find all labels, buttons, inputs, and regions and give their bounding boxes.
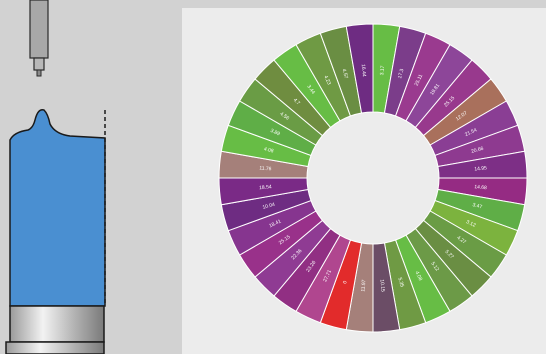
slice-label: 25.11 — [414, 73, 425, 87]
slice-label: 10.15 — [379, 279, 386, 292]
slice-label: 20.66 — [471, 146, 485, 155]
slice-label: 4.08 — [414, 270, 424, 282]
donut-chart: 3.17 17.3 25.1119.8125.1512.0721.5420.6614… — [218, 23, 528, 333]
substrate-base — [5, 341, 105, 354]
slice-label: 3.17 — [379, 65, 386, 75]
needle-tip — [33, 57, 45, 71]
slice-label: 4.56 — [279, 111, 291, 122]
slice-label: 16.44 — [360, 64, 367, 77]
needle — [29, 0, 49, 59]
slice-label: 4.27 — [456, 235, 468, 246]
drop-illustration — [5, 0, 106, 354]
slice-label: 4.7 — [292, 97, 301, 106]
slice-label: 4.23 — [322, 75, 332, 87]
slice-label: 10.04 — [262, 202, 276, 211]
needle-orifice — [36, 69, 42, 77]
slice-label: 11.97 — [360, 279, 367, 292]
slice-label: 5.35 — [396, 277, 404, 288]
sessile-drop-diagram — [0, 0, 178, 354]
slice-label: 5.27 — [444, 249, 455, 260]
slice-label: 11.76 — [259, 165, 272, 172]
slice-label: 17.3 — [397, 68, 405, 79]
liquid-drop — [9, 108, 106, 307]
slice-label: 18.54 — [259, 184, 272, 191]
slice-label: 3.47 — [472, 202, 483, 210]
slice-label: 18.41 — [268, 218, 282, 229]
donut-slice — [345, 23, 374, 114]
slice-label: 4.08 — [263, 146, 274, 154]
slice-label: 27.71 — [322, 269, 333, 283]
donut-chart-panel: 3.17 17.3 25.11 19.81 25.15 12.07 21.54 20.66 14… — [182, 8, 546, 354]
slice-label: 0 — [342, 280, 349, 284]
substrate-holder — [9, 305, 105, 343]
slice-label: 14.95 — [474, 165, 487, 172]
slice-label: 3.89 — [269, 128, 281, 138]
slice-label: 21.54 — [464, 127, 478, 138]
slice-label: 4.57 — [341, 68, 349, 79]
slice-label: 14.68 — [474, 184, 487, 191]
slice-label: 3.44 — [306, 84, 317, 96]
slice-label: 5.12 — [429, 261, 440, 273]
slice-label: 3.12 — [465, 219, 477, 229]
